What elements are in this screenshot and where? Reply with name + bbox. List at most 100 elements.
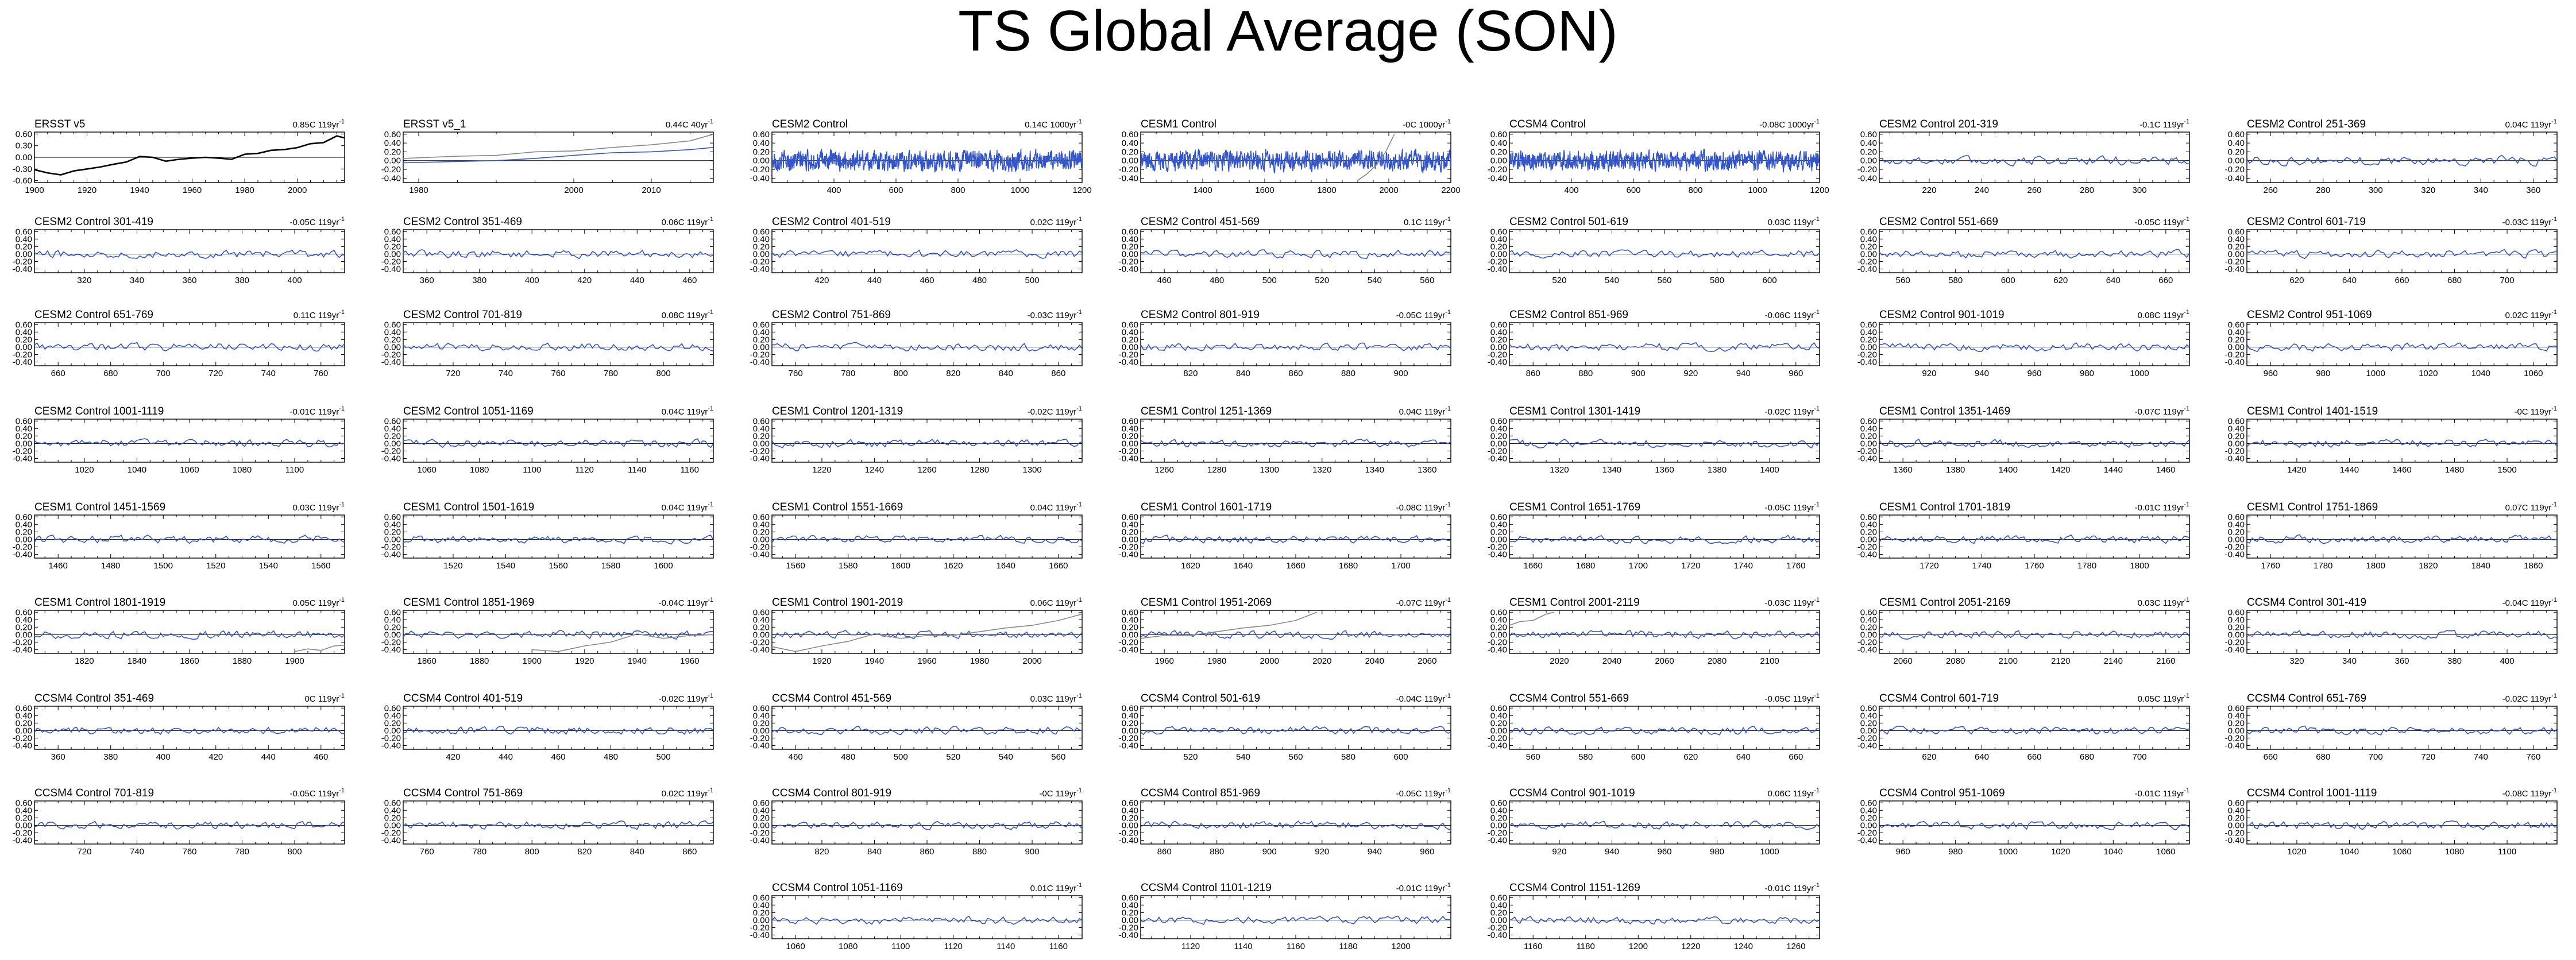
trend-label: -0.04C 119yr-1 [659, 597, 713, 608]
panel-title: CESM2 Control 701-819 [403, 309, 522, 321]
y-tick-label: 0.60 [753, 798, 770, 808]
x-tick-label: 740 [130, 847, 144, 857]
y-tick-label: 0.40 [16, 711, 32, 721]
plot-frame [2246, 706, 2558, 750]
plot-frame [2246, 131, 2558, 183]
x-tick-label: 500 [1262, 276, 1277, 285]
panel: CCSM4 Control 901-1019 0.06C 119yr-10.600… [1488, 787, 1820, 857]
y-tick-label: -0.20 [381, 350, 401, 359]
x-tick-label: 1000 [2366, 369, 2385, 378]
plot-frame [1509, 895, 1820, 939]
y-tick-label: 0.60 [1122, 130, 1138, 140]
x-tick-label: 1760 [2261, 561, 2280, 571]
x-tick-label: 640 [2342, 276, 2357, 285]
y-tick-label: -0.20 [381, 542, 401, 552]
y-tick-label: -0.20 [1857, 165, 1877, 175]
x-tick-label: 1300 [1022, 465, 1041, 475]
trend-label: -0.02C 119yr-1 [659, 692, 713, 704]
x-tick-label: 560 [1526, 752, 1540, 762]
x-tick-label: 740 [2474, 752, 2488, 762]
y-tick-label: 0.00 [1122, 535, 1138, 544]
y-tick-label: -0.40 [1857, 173, 1877, 183]
x-tick-label: 400 [525, 276, 539, 285]
x-tick-label: 760 [2526, 752, 2540, 762]
trend-label: 0.03C 119yr-1 [1030, 692, 1082, 704]
y-tick-label: 0.00 [2228, 439, 2245, 448]
trend-label: -0.1C 119yr-1 [2139, 118, 2189, 130]
y-tick-label: -0.20 [381, 828, 401, 838]
y-tick-label: -0.40 [1857, 357, 1877, 367]
x-tick-label: 1060 [2156, 847, 2175, 857]
plot-frame [2246, 610, 2558, 654]
x-tick-label: 240 [1975, 185, 1989, 195]
plot-frame [771, 514, 1083, 559]
x-tick-label: 1140 [628, 465, 646, 475]
panel-title: CESM2 Control 801-919 [1141, 309, 1260, 321]
y-tick-label: -0.20 [1119, 637, 1138, 647]
x-tick-label: 1340 [1365, 465, 1384, 475]
model-series-line [1141, 342, 1451, 351]
x-tick-label: 1900 [523, 656, 542, 666]
panel: CESM1 Control 2051-2169 0.03C 119yr-1 0.60… [1857, 597, 2190, 666]
x-tick-label: 1760 [1786, 561, 1805, 571]
y-tick-label: 0.40 [1860, 138, 1877, 148]
x-tick-label: 2120 [2051, 656, 2070, 666]
y-tick-label: 0.00 [384, 342, 401, 352]
panel-title: CCSM4 Control 1151-1269 [1509, 882, 1640, 894]
panel: CESM1 Control 1701-1819 -0.01C 119yr-1 0.6… [1857, 501, 2190, 571]
model-series-line [1141, 725, 1451, 736]
x-tick-label: 300 [2369, 185, 2383, 195]
panel-title: CCSM4 Control 351-469 [34, 692, 154, 704]
y-tick-label: -0.40 [750, 930, 770, 940]
model-series-line [34, 534, 345, 544]
panel: CESM2 Control 251-369 0.04C 119yr-10.600.… [2225, 118, 2558, 195]
panel: CESM1 Control 1901-2019 0.06C 119yr-1 0.60… [750, 597, 1083, 666]
y-tick-label: 0.40 [1122, 900, 1138, 910]
y-tick-label: 0.20 [1860, 527, 1877, 537]
y-tick-label: 0.20 [2228, 813, 2245, 823]
y-tick-label: 0.60 [1490, 416, 1507, 426]
y-tick-label: 0.00 [16, 153, 32, 162]
panel: CCSM4 Control 801-919 -0C 119yr-1 0.600.40… [750, 787, 1083, 857]
plot-frame [2246, 514, 2558, 559]
x-tick-label: 1540 [259, 561, 278, 571]
model-series-line [1879, 438, 2189, 448]
panel: CESM1 Control 1601-1719 -0.08C 119yr-1 0.6… [1119, 501, 1451, 571]
y-tick-label: 0.00 [753, 439, 770, 448]
model-series-line [2247, 820, 2557, 830]
y-tick-label: -0.20 [1857, 446, 1877, 456]
plot-frame [1140, 800, 1451, 845]
y-tick-label: 0.00 [16, 726, 32, 736]
y-tick-label: -0.20 [1119, 446, 1138, 456]
x-tick-label: 1240 [1734, 942, 1753, 951]
y-tick-label: 0.60 [1860, 512, 1877, 522]
panel-title: CESM1 Control 1951-2069 [1141, 597, 1272, 609]
y-tick-label: -0.20 [1119, 828, 1138, 838]
plot-frame [1140, 895, 1451, 939]
x-tick-label: 1800 [2130, 561, 2149, 571]
trend-label: -0.07C 119yr-1 [2135, 405, 2189, 417]
y-tick-label: 0.60 [1122, 512, 1138, 522]
x-tick-label: 1960 [917, 656, 936, 666]
y-tick-label: -0.20 [1488, 923, 1507, 932]
x-tick-label: 540 [999, 752, 1013, 762]
plot-frame [1509, 229, 1820, 273]
obs-overlay-line [1509, 611, 1554, 626]
y-tick-label: 0.20 [1122, 242, 1138, 251]
y-tick-label: 0.60 [753, 320, 770, 330]
panel: CESM2 Control 1001-1119 -0.01C 119yr-1 0.6… [13, 405, 345, 475]
model-series-line [403, 342, 713, 352]
x-tick-label: 1120 [576, 465, 594, 475]
x-tick-label: 1820 [75, 656, 94, 666]
model-series-line [772, 439, 1082, 448]
y-tick-label: 0.60 [384, 130, 401, 140]
y-tick-label: 0.60 [2228, 607, 2245, 617]
x-tick-label: 1620 [944, 561, 963, 571]
y-tick-label: 0.00 [1122, 439, 1138, 448]
x-tick-label: 920 [1683, 369, 1698, 378]
x-tick-label: 440 [630, 276, 644, 285]
y-tick-label: -0.20 [1488, 733, 1507, 743]
trend-label: -0.05C 119yr-1 [290, 216, 345, 227]
y-tick-label: -0.40 [1857, 549, 1877, 559]
x-tick-label: 1000 [1010, 185, 1029, 195]
